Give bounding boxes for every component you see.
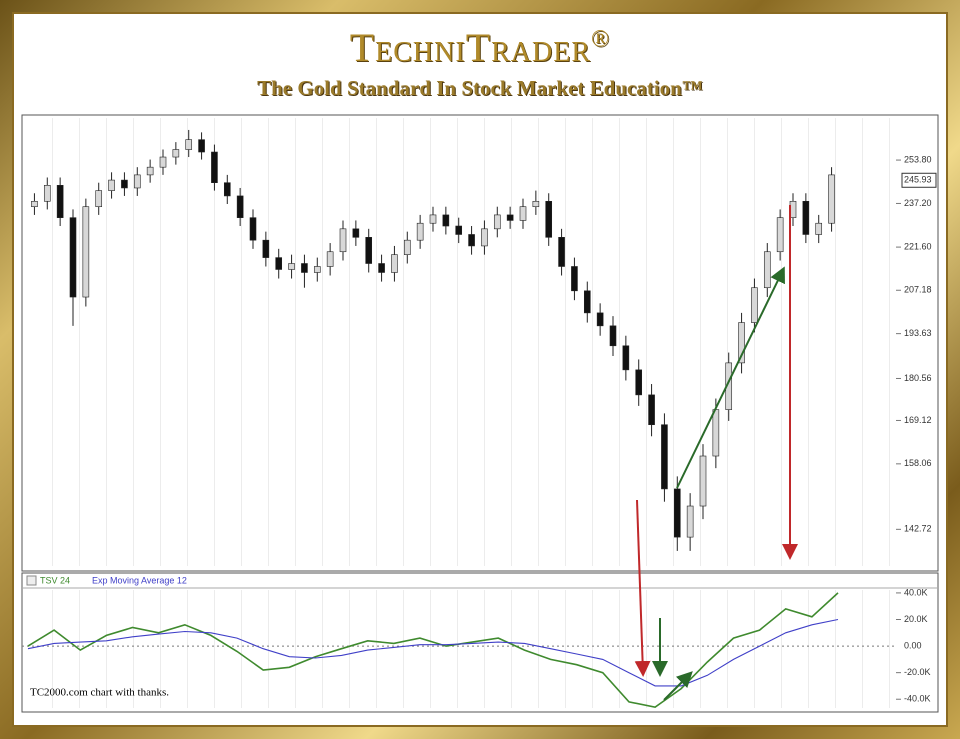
candle-body [391,254,398,273]
indicator-line [27,592,839,709]
candle-body [198,139,205,153]
candle-body [622,345,630,371]
candle-body [249,217,257,241]
candle-body [468,234,475,247]
y-tick-label: -40.0K [904,694,931,704]
candle-body [481,228,488,247]
subtitle: The Gold Standard In Stock Market Educat… [257,76,703,100]
candle-body [429,214,437,224]
y-tick-label: 40.0K [904,587,928,597]
candle-body [583,290,591,314]
annotations [634,205,798,701]
candle-body [159,156,167,168]
candle-body [82,206,90,298]
last-price-label: 245.93 [904,175,932,185]
candle-body [108,179,115,191]
vertical-grid [26,118,896,566]
candle-body [31,200,38,208]
legend-tsv: TSV 24 [40,575,70,585]
indicator-panel [21,572,939,713]
candle-body [802,200,810,235]
candle-body [776,217,784,253]
price-panel [21,114,939,572]
brand-title: TechniTrader® [0,24,960,71]
candle-body [532,200,540,208]
candle-body [558,237,565,267]
y-tick-label: 237.20 [904,198,932,208]
candle-body [545,200,553,238]
candle-body [635,369,643,396]
plot: 253.80 237.20 221.60 207.18 193.63 180.56 169.… [22,129,937,709]
y-tick-label: 169.12 [904,415,932,425]
candle-body [262,239,270,258]
candle-body [211,151,218,183]
candle-body [121,179,128,189]
candle-body [223,182,231,197]
candle-body [365,237,373,264]
legend-ema: Exp Moving Average 12 [92,575,187,585]
registered-mark: ® [591,26,611,53]
candle-body [339,228,347,253]
y-tick-label: -20.0K [904,667,931,677]
title-text: TechniTrader [349,25,592,70]
candle-body [519,206,527,221]
candle-body [275,257,283,270]
panel-button[interactable] [26,575,37,586]
candle-body [133,174,141,189]
candle-body [455,225,463,235]
candle-body [301,263,308,273]
y-tick-label: 193.63 [904,328,932,338]
candle-body [596,312,604,327]
candle-body [378,263,385,273]
candle-body [56,185,64,218]
candle-body [442,214,450,227]
candle-body [172,149,180,158]
candle-body [313,266,321,273]
y-tick-label: 0.00 [904,640,922,650]
candle-body [236,195,244,218]
candle-body [493,214,501,230]
candle-body [403,239,411,255]
y-tick-label: 20.0K [904,614,928,624]
candle-body [815,222,823,235]
y-tick-label: 221.60 [904,241,932,251]
candle-body [506,214,514,221]
candle-body [686,505,694,538]
candle-body [609,325,617,347]
candle-body [673,488,681,538]
last-price-box [901,172,937,188]
candle-body [288,263,295,270]
candle-body [763,251,771,289]
y-tick-label: 207.18 [904,285,932,295]
vertical-grid [26,590,896,708]
y-tick-label: 253.80 [904,154,932,164]
candle-body [828,174,835,224]
red-arrow [634,499,651,677]
candle-body [326,251,334,267]
candle-body [69,217,77,298]
candle-body [699,455,707,507]
candle-body [146,166,154,176]
green-arrow [676,266,785,489]
candle-body [571,266,578,292]
candle-body [661,424,668,490]
credit: TC2000.com chart with thanks. [30,687,169,699]
y-tick-label: 158.06 [904,458,932,468]
candle-body [352,228,360,238]
candle-body [712,409,720,457]
candle-body [416,222,424,241]
candle-body [751,287,758,323]
candle-body [43,185,51,202]
y-tick-label: 142.72 [904,524,932,534]
candle-body [648,394,655,426]
candle-body [738,322,745,364]
candle-body [95,190,103,208]
green-arrow [663,671,693,701]
candle-body [185,139,193,150]
y-tick-label: 180.56 [904,373,932,383]
indicator-line [27,618,839,687]
